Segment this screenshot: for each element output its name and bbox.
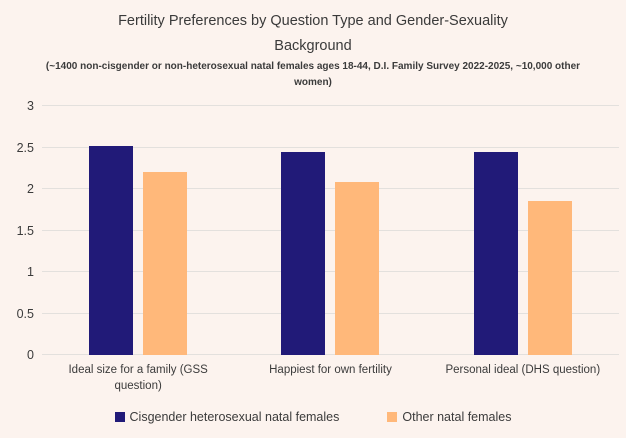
bar-group (234, 106, 426, 355)
bar-group (427, 106, 619, 355)
gridline (42, 271, 619, 272)
x-tick-label-text: Personal ideal (DHS question) (445, 364, 601, 376)
y-tick-label: 2.5 (16, 140, 34, 155)
legend-label: Other natal females (402, 410, 512, 424)
y-axis-labels: 0 0.5 1 1.5 2 2.5 3 (0, 99, 34, 362)
bar-series2 (143, 171, 188, 355)
x-tick-label: Happiest for own fertility (234, 363, 426, 394)
y-tick-label: 2 (27, 182, 34, 196)
legend-item: Cisgender heterosexual natal females (114, 410, 340, 424)
legend-item: Other natal females (387, 410, 511, 424)
bar-series2 (527, 200, 572, 355)
y-tick-label: 1.5 (16, 223, 34, 238)
gridline (42, 229, 619, 231)
x-tick-label-text: Ideal size for a family (GSS question) (68, 364, 208, 392)
chart-subtitle: (~1400 non-cisgender or non-heterosexual… (45, 61, 581, 88)
gridline (42, 105, 619, 106)
gridline (42, 312, 619, 314)
bar-series1 (281, 151, 326, 355)
bar-series2 (335, 182, 380, 355)
gridline (42, 146, 619, 148)
y-tick-label: 1 (27, 265, 34, 279)
x-tick-label: Ideal size for a family (GSS question) (42, 363, 234, 394)
legend: Cisgender heterosexual natal females Othe… (0, 410, 626, 424)
bar-series1 (473, 151, 518, 355)
y-tick-label: 0.5 (16, 306, 34, 321)
legend-swatch (387, 412, 398, 422)
chart-title: Fertility Preferences by Question Type a… (118, 13, 508, 54)
x-tick-label: Personal ideal (DHS question) (427, 363, 619, 394)
bar-group (42, 106, 234, 355)
bar-series1 (89, 145, 134, 355)
y-tick-label: 3 (27, 99, 34, 113)
gridline (42, 188, 619, 189)
plot-area (42, 105, 619, 355)
x-axis-labels: Ideal size for a family (GSS question) Ha… (42, 363, 619, 394)
legend-swatch (114, 412, 125, 422)
legend-label: Cisgender heterosexual natal females (129, 410, 340, 424)
gridline (42, 354, 619, 355)
y-tick-label: 0 (27, 348, 34, 362)
x-tick-label-text: Happiest for own fertility (269, 364, 392, 376)
